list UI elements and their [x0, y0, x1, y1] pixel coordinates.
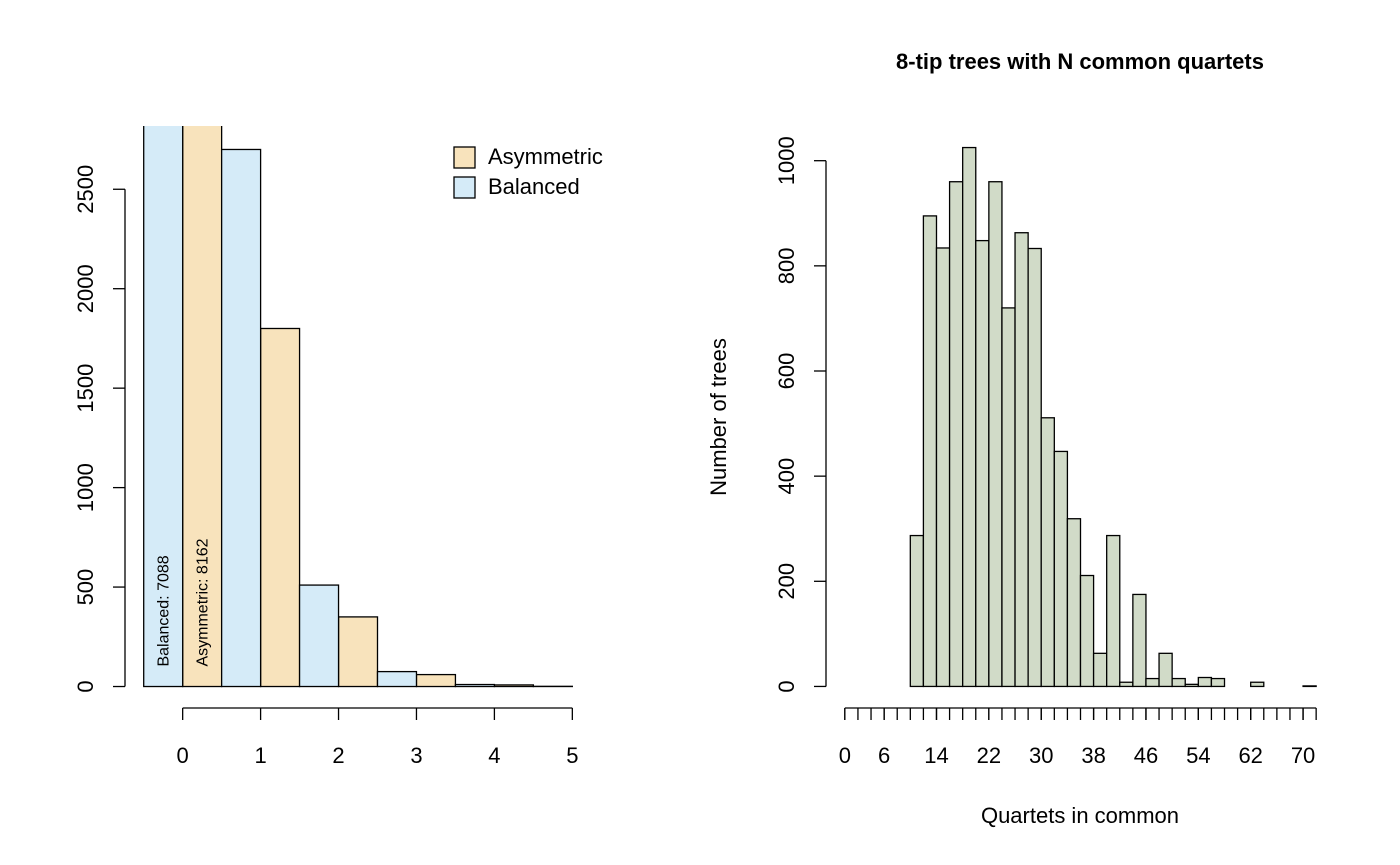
histogram-bar — [1066, 518, 1082, 688]
x-tick-label: 0 — [839, 743, 851, 768]
annotation: Asymmetric: 8162 — [194, 538, 211, 666]
right-plot — [909, 146, 1317, 688]
legend-label: Asymmetric — [488, 144, 603, 169]
x-tick-label: 4 — [488, 743, 500, 768]
y-tick-label: 800 — [774, 247, 799, 284]
y-tick-label: 400 — [774, 458, 799, 495]
x-tick-label: 5 — [566, 743, 578, 768]
chart-title: 8-tip trees with N common quartets — [896, 49, 1264, 74]
histogram-bar — [1053, 450, 1069, 688]
histogram-bar — [1092, 652, 1108, 688]
x-tick-label: 6 — [878, 743, 890, 768]
histogram-bar — [1184, 683, 1199, 688]
histogram-bar — [1197, 676, 1213, 688]
x-tick-label: 3 — [410, 743, 422, 768]
y-tick-label: 500 — [73, 569, 98, 606]
histogram-bar — [1158, 652, 1173, 688]
x-tick-label: 30 — [1029, 743, 1053, 768]
histogram-bar — [975, 239, 990, 688]
x-tick-label: 0 — [177, 743, 189, 768]
y-tick-label: 2500 — [73, 165, 98, 214]
bar — [376, 670, 418, 688]
y-tick-label: 200 — [774, 563, 799, 600]
x-tick-label: 14 — [924, 743, 948, 768]
x-tick-label: 70 — [1291, 743, 1315, 768]
y-axis-label: Number of trees — [706, 338, 731, 496]
bar — [182, 126, 223, 688]
x-tick-label: 38 — [1081, 743, 1105, 768]
histogram-bar — [922, 215, 938, 688]
x-tick-label: 46 — [1134, 743, 1158, 768]
histogram-bar — [948, 181, 964, 688]
histogram-bar — [1171, 677, 1186, 688]
x-tick-label: 2 — [332, 743, 344, 768]
histogram-bar — [1302, 685, 1317, 688]
histogram-bar — [1027, 247, 1042, 688]
histogram-bar — [1040, 417, 1055, 688]
x-tick-label: 54 — [1186, 743, 1210, 768]
histogram-bar — [988, 181, 1003, 688]
x-axis-label: Quartets in common — [981, 803, 1179, 828]
left-plot — [143, 126, 573, 688]
x-tick-label: 62 — [1238, 743, 1262, 768]
histogram-bar — [1210, 677, 1226, 688]
histogram-bar — [1250, 681, 1265, 688]
bar — [259, 327, 301, 688]
histogram-bar — [1001, 307, 1016, 688]
y-tick-label: 2000 — [73, 264, 98, 313]
annotation: Balanced: 7088 — [155, 555, 172, 666]
legend-swatch — [453, 176, 476, 199]
bar — [143, 126, 184, 688]
y-tick-label: 0 — [774, 680, 799, 692]
legend-label: Balanced — [488, 174, 580, 199]
bar — [493, 684, 535, 688]
legend-swatch — [453, 146, 476, 169]
histogram-bar — [1014, 232, 1029, 688]
histogram-bar — [1132, 593, 1147, 688]
bar — [220, 148, 262, 688]
x-tick-label: 22 — [977, 743, 1001, 768]
x-tick-label: 1 — [254, 743, 266, 768]
y-tick-label: 1500 — [73, 364, 98, 413]
histogram-bar — [1145, 677, 1160, 688]
bar — [415, 673, 457, 688]
histogram-bar — [935, 247, 951, 688]
y-tick-label: 0 — [73, 680, 98, 692]
histogram-bar — [1106, 534, 1121, 688]
bar — [337, 616, 379, 688]
histogram-bar — [962, 146, 977, 688]
histogram-bar — [1119, 681, 1134, 688]
bar — [298, 584, 340, 688]
bar — [454, 683, 496, 688]
y-tick-label: 1000 — [73, 463, 98, 512]
histogram-bar — [1079, 574, 1095, 688]
y-tick-label: 600 — [774, 353, 799, 390]
histogram-bar — [909, 534, 925, 688]
y-tick-label: 1000 — [774, 136, 799, 185]
